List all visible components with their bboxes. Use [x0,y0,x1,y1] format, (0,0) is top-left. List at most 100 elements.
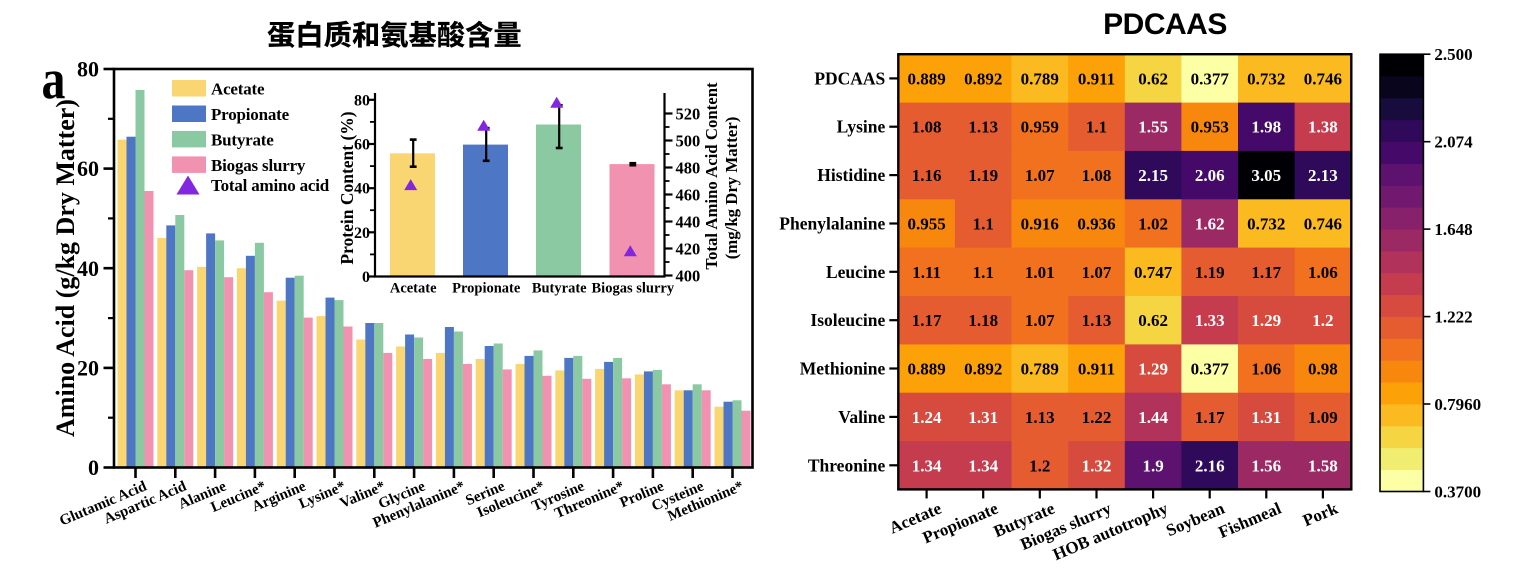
svg-text:0.746: 0.746 [1304,215,1342,234]
svg-text:Methionine: Methionine [800,359,886,379]
svg-text:1.62: 1.62 [1195,215,1225,234]
svg-text:0.98: 0.98 [1308,360,1338,379]
svg-text:0: 0 [88,455,99,480]
svg-text:Protein Content (%): Protein Content (%) [337,111,357,264]
svg-text:0.955: 0.955 [907,215,945,234]
svg-text:1.34: 1.34 [968,456,998,475]
svg-text:1.06: 1.06 [1251,360,1281,379]
svg-text:20: 20 [354,225,370,242]
svg-text:1.55: 1.55 [1138,118,1168,137]
svg-text:1.24: 1.24 [912,408,942,427]
svg-text:1.19: 1.19 [1195,263,1225,282]
svg-text:2.500: 2.500 [1434,45,1472,64]
svg-text:0.732: 0.732 [1247,215,1285,234]
svg-text:1.17: 1.17 [912,311,942,330]
svg-text:1.33: 1.33 [1195,311,1225,330]
svg-text:0.936: 0.936 [1077,215,1115,234]
svg-text:Total Amino Acid Content: Total Amino Acid Content [702,82,721,270]
svg-text:Isoleucine: Isoleucine [810,310,885,330]
svg-text:Acetate: Acetate [390,281,437,297]
svg-text:1.31: 1.31 [1251,408,1281,427]
svg-text:(mg/kg Dry Matter): (mg/kg Dry Matter) [722,117,741,260]
svg-text:1.09: 1.09 [1308,408,1338,427]
svg-text:1.29: 1.29 [1138,360,1168,379]
svg-text:80: 80 [77,57,99,82]
svg-text:1.11: 1.11 [912,263,941,282]
svg-text:60: 60 [77,156,99,181]
svg-text:1.1: 1.1 [1086,118,1107,137]
svg-text:1.13: 1.13 [1025,408,1055,427]
svg-text:460: 460 [676,186,701,205]
svg-text:1.98: 1.98 [1251,118,1281,137]
svg-text:1.44: 1.44 [1138,408,1168,427]
svg-text:1.13: 1.13 [1082,311,1112,330]
svg-text:1.01: 1.01 [1025,263,1055,282]
svg-text:Propionate: Propionate [211,105,290,124]
svg-text:0.377: 0.377 [1191,360,1230,379]
svg-text:1.1: 1.1 [973,215,994,234]
svg-text:1.34: 1.34 [912,456,942,475]
svg-text:1.17: 1.17 [1251,263,1281,282]
svg-text:1.07: 1.07 [1025,311,1055,330]
svg-text:0.3700: 0.3700 [1434,483,1481,502]
svg-text:Histidine: Histidine [817,165,885,185]
svg-text:2.13: 2.13 [1308,166,1338,185]
svg-text:Butyrate: Butyrate [211,130,274,149]
svg-text:520: 520 [676,105,701,124]
svg-text:40: 40 [354,181,370,198]
svg-text:0.911: 0.911 [1078,360,1115,379]
svg-text:Leucine: Leucine [826,262,886,282]
svg-text:440: 440 [676,213,701,232]
svg-text:40: 40 [77,256,99,281]
svg-text:1.2: 1.2 [1029,456,1050,475]
svg-text:0.789: 0.789 [1021,69,1059,88]
svg-text:1.07: 1.07 [1025,166,1055,185]
svg-text:1.1: 1.1 [973,263,994,282]
svg-text:1.02: 1.02 [1138,215,1168,234]
svg-text:480: 480 [676,159,701,178]
svg-text:0.889: 0.889 [907,360,945,379]
svg-text:Propionate: Propionate [452,281,521,297]
svg-text:1.07: 1.07 [1082,263,1112,282]
svg-text:0.916: 0.916 [1021,215,1059,234]
svg-text:1.56: 1.56 [1251,456,1281,475]
svg-text:Total amino acid: Total amino acid [211,176,330,195]
svg-text:0.911: 0.911 [1078,69,1115,88]
svg-text:1.22: 1.22 [1082,408,1112,427]
svg-text:Threonine: Threonine [808,455,886,475]
svg-text:2.074: 2.074 [1434,133,1473,152]
svg-text:1.06: 1.06 [1308,263,1338,282]
svg-text:1.08: 1.08 [1082,166,1112,185]
svg-text:1.222: 1.222 [1434,308,1472,327]
svg-text:Acetate: Acetate [211,79,265,98]
svg-text:1.32: 1.32 [1082,456,1112,475]
svg-text:0.747: 0.747 [1134,263,1173,282]
svg-text:1.17: 1.17 [1195,408,1225,427]
svg-text:0.7960: 0.7960 [1434,395,1481,414]
svg-text:Phenylalanine: Phenylalanine [779,214,885,234]
svg-text:500: 500 [676,132,701,151]
svg-text:0.889: 0.889 [907,69,945,88]
svg-text:0.732: 0.732 [1247,69,1285,88]
svg-text:1.58: 1.58 [1308,456,1338,475]
svg-text:420: 420 [676,240,701,259]
svg-text:Valine: Valine [838,407,885,427]
svg-text:1.648: 1.648 [1434,220,1472,239]
svg-text:0.789: 0.789 [1021,360,1059,379]
svg-text:0.892: 0.892 [964,69,1002,88]
svg-text:Lysine: Lysine [837,117,886,137]
svg-text:20: 20 [77,355,99,380]
svg-text:0.953: 0.953 [1191,118,1229,137]
svg-text:0.892: 0.892 [964,360,1002,379]
svg-text:1.2: 1.2 [1312,311,1333,330]
svg-text:1.31: 1.31 [968,408,998,427]
svg-text:1.9: 1.9 [1142,456,1163,475]
svg-text:1.16: 1.16 [912,166,942,185]
svg-text:Biogas slurry: Biogas slurry [211,156,306,175]
svg-text:400: 400 [676,267,701,286]
svg-text:0.959: 0.959 [1021,118,1059,137]
svg-text:60: 60 [354,137,370,154]
svg-text:2.06: 2.06 [1195,166,1225,185]
svg-text:Butyrate: Butyrate [532,281,587,297]
svg-text:80: 80 [354,92,370,109]
